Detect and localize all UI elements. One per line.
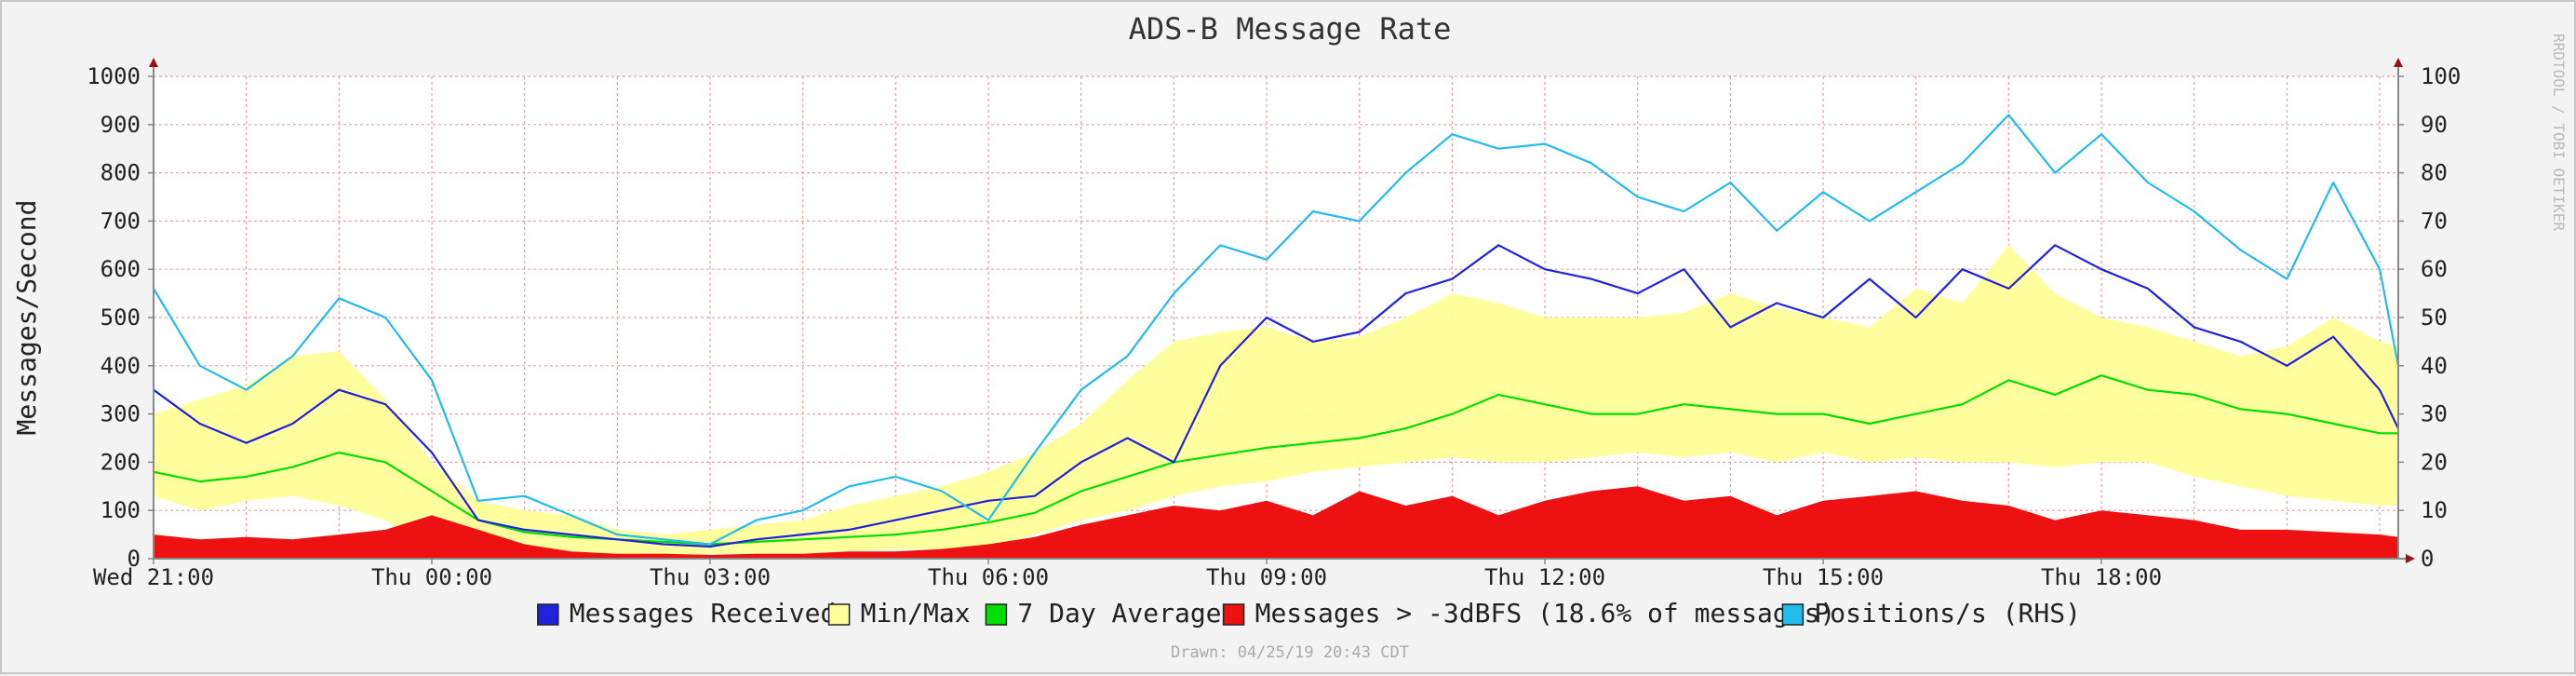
series-minmax-band: [154, 245, 2398, 557]
legend-item: Positions/s (RHS): [1781, 598, 2081, 629]
x-tick-label: Thu 03:00: [650, 564, 771, 590]
x-tick-label: Thu 06:00: [928, 564, 1049, 590]
y-tick-label: 1000: [87, 63, 141, 89]
y2-axis-arrow: [2394, 58, 2403, 67]
y-tick-label: 400: [101, 353, 141, 379]
chart-title: ADS-B Message Rate: [1129, 11, 1452, 47]
y2-tick-label: 80: [2421, 160, 2448, 186]
series-positions-line: [153, 114, 2400, 546]
y2-tick-label: 40: [2421, 353, 2448, 379]
y2-tick-label: 0: [2421, 546, 2434, 572]
legend-item: Messages Received: [537, 598, 837, 629]
y-tick-label: 900: [101, 112, 141, 138]
y2-tick-label: 10: [2421, 497, 2448, 523]
x-tick-label: Thu 18:00: [2041, 564, 2162, 590]
legend-item: Messages > -3dBFS (18.6% of messages): [1222, 598, 1836, 629]
legend-label: Positions/s (RHS): [1814, 598, 2081, 629]
y-tick-label: 600: [101, 256, 141, 282]
y2-tick-label: 30: [2421, 401, 2448, 427]
x-axis-arrow: [2406, 554, 2415, 563]
y2-tick-label: 50: [2421, 304, 2448, 331]
y2-tick-label: 20: [2421, 449, 2448, 475]
y2-tick-label: 100: [2421, 63, 2461, 89]
chart-texts: ADS-B Message Rate Messages/Second RRDTO…: [11, 11, 2568, 662]
y-tick-label: 700: [101, 208, 141, 234]
legend-label: Min/Max: [861, 598, 971, 629]
legend-swatch: [827, 603, 851, 626]
y2-tick-label: 70: [2421, 208, 2448, 234]
legend-swatch: [537, 603, 559, 626]
legend-item: 7 Day Average: [985, 598, 1222, 629]
x-tick-label: Thu 15:00: [1763, 564, 1884, 590]
chart-marks: [153, 114, 2400, 559]
legend-swatch: [985, 603, 1008, 626]
y-tick-label: 0: [127, 546, 141, 572]
series-strong-messages-area: [154, 486, 2398, 559]
y-axis-arrow: [149, 58, 158, 67]
y-tick-label: 500: [101, 304, 141, 331]
legend-swatch: [1781, 603, 1805, 626]
legend-label: 7 Day Average: [1017, 598, 1221, 629]
x-tick-label: Thu 00:00: [371, 564, 492, 590]
x-tick-label: Thu 09:00: [1206, 564, 1327, 590]
y-axis-label: Messages/Second: [11, 200, 42, 436]
y-tick-label: 100: [101, 497, 141, 523]
y2-tick-label: 90: [2421, 112, 2448, 138]
legend-label: Messages > -3dBFS (18.6% of messages): [1255, 598, 1836, 629]
legend-item: Min/Max: [827, 598, 971, 629]
x-tick-label: Thu 12:00: [1484, 564, 1605, 590]
y-tick-label: 800: [101, 160, 141, 186]
drawn-footer: Drawn: 04/25/19 20:43 CDT: [1171, 643, 1409, 662]
series-7day-average-line: [153, 374, 2398, 546]
y2-tick-label: 60: [2421, 256, 2448, 282]
y-tick-label: 200: [101, 449, 141, 475]
axes: 0 100 200 300 400 500 600 700 800 900 1000 0 10 20 30 4…: [87, 58, 2461, 590]
series-messages-received-line: [153, 244, 2399, 548]
x-tick-label: Wed 21:00: [93, 564, 214, 590]
legend: Messages Received Min/Max 7 Day Average Mes…: [537, 598, 2081, 629]
legend-swatch: [1222, 603, 1245, 626]
legend-label: Messages Received: [570, 598, 837, 629]
watermark: RRDTOOL / TOBI OETIKER: [2550, 34, 2568, 231]
y-tick-label: 300: [101, 401, 141, 427]
